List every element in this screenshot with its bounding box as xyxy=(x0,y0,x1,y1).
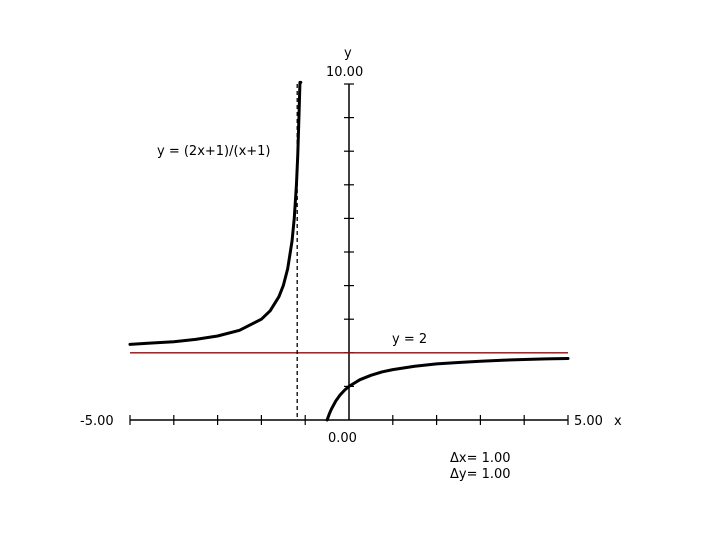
y-max-label: 10.00 xyxy=(326,65,363,80)
curve-branch-1 xyxy=(128,80,303,346)
function-curves xyxy=(128,80,570,422)
x-axis-label: x xyxy=(614,414,622,429)
x-max-label: 5.00 xyxy=(574,414,603,429)
origin-label: 0.00 xyxy=(328,431,357,446)
function-label: y = (2x+1)/(x+1) xyxy=(157,144,271,159)
asymptote-label: y = 2 xyxy=(392,332,427,347)
delta-y-label: Δy= 1.00 xyxy=(450,467,511,482)
y-axis-label: y xyxy=(344,46,352,61)
delta-x-label: Δx= 1.00 xyxy=(450,451,511,466)
curve-branch-2 xyxy=(325,357,570,422)
x-min-label: -5.00 xyxy=(80,414,114,429)
